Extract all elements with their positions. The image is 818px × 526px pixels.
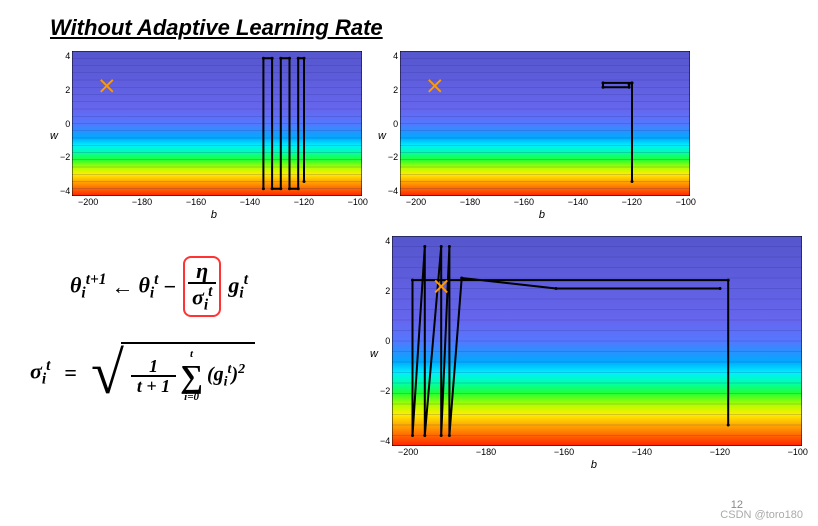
chart1-xticks: −200−180−160−140−120−100 — [78, 197, 368, 207]
chart1-plot — [72, 51, 362, 196]
chart-1: w 420−2−4 −200−180−160−140−120−100 b — [50, 51, 368, 221]
bottom-row: θit+1 ← θit − η σit git σit = √ 1 t + 1 — [0, 236, 818, 471]
top-charts-row: w 420−2−4 −200−180−160−140−120−100 b w 4… — [0, 51, 818, 221]
watermark: CSDN @toro180 — [720, 509, 803, 521]
chart2-xticks: −200−180−160−140−120−100 — [406, 197, 696, 207]
chart3-ylabel: w — [370, 236, 380, 471]
chart-2: w 420−2−4 −200−180−160−140−120−100 b — [378, 51, 696, 221]
chart2-ylabel: w — [378, 51, 388, 221]
chart1-yticks: 420−2−4 — [60, 51, 72, 196]
equations-column: θit+1 ← θit − η σit git σit = √ 1 t + 1 — [30, 236, 370, 471]
lr-box: η σit — [183, 256, 221, 317]
update-equation: θit+1 ← θit − η σit git — [70, 256, 370, 317]
chart1-xlabel: b — [60, 209, 368, 221]
chart2-xlabel: b — [388, 209, 696, 221]
chart3-xticks: −200−180−160−140−120−100 — [398, 447, 808, 457]
chart3-plot — [392, 236, 802, 446]
sigma-equation: σit = √ 1 t + 1 t ∑ i=0 (git)2 — [30, 342, 370, 403]
chart3-yticks: 420−2−4 — [380, 236, 392, 446]
chart2-yticks: 420−2−4 — [388, 51, 400, 196]
chart1-ylabel: w — [50, 51, 60, 221]
chart-3: w 420−2−4 −200−180−160−140−120−100 b — [370, 236, 808, 471]
chart2-plot — [400, 51, 690, 196]
chart3-xlabel: b — [380, 459, 808, 471]
slide-title: Without Adaptive Learning Rate — [0, 0, 818, 51]
